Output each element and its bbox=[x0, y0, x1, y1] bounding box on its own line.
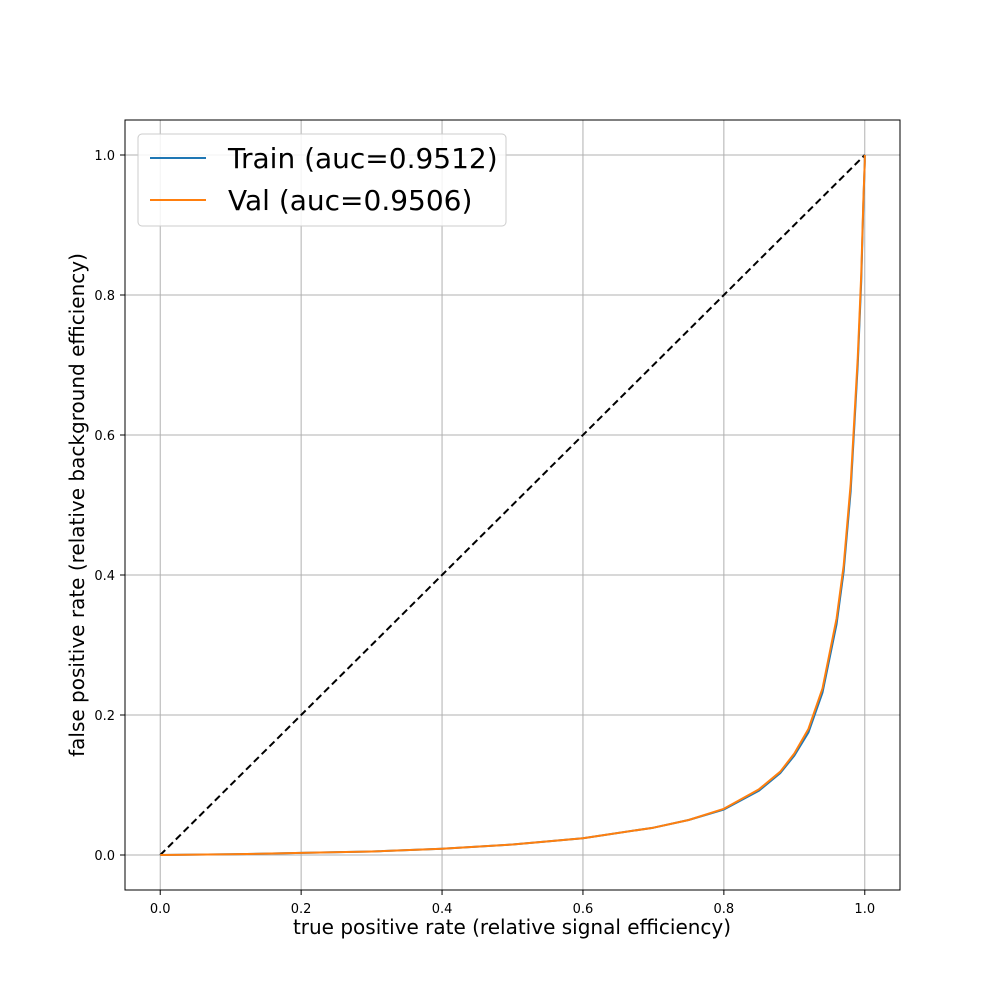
ticks: 0.0 0.2 0.4 0.6 0.8 1.0 0.0 0.2 0.4 0.6 0.8 1.0 bbox=[94, 149, 875, 917]
x-tick-label: 0.8 bbox=[714, 902, 735, 917]
y-axis-label: false positive rate (relative background… bbox=[65, 253, 89, 757]
legend: Train (auc=0.9512) Val (auc=0.9506) bbox=[137, 133, 507, 227]
x-tick-label: 0.4 bbox=[432, 902, 453, 917]
x-tick-label: 0.0 bbox=[150, 902, 171, 917]
y-tick-label: 0.8 bbox=[94, 289, 115, 304]
y-tick-label: 0.0 bbox=[94, 849, 115, 864]
legend-label: Train (auc=0.9512) bbox=[227, 142, 498, 175]
x-tick-label: 1.0 bbox=[854, 902, 875, 917]
y-tick-label: 0.2 bbox=[94, 709, 115, 724]
series-layer bbox=[159, 154, 866, 856]
y-tick-label: 0.4 bbox=[94, 569, 115, 584]
y-tick-label: 1.0 bbox=[94, 149, 115, 164]
plot-frame bbox=[124, 119, 901, 891]
series-line-val bbox=[160, 155, 866, 856]
y-tick-label: 0.6 bbox=[94, 429, 115, 444]
diagonal-reference-line bbox=[159, 154, 866, 856]
x-tick-label: 0.2 bbox=[291, 902, 312, 917]
legend-label: Val (auc=0.9506) bbox=[228, 184, 472, 217]
x-tick-label: 0.6 bbox=[573, 902, 594, 917]
grid bbox=[125, 120, 900, 890]
x-axis-label: true positive rate (relative signal effi… bbox=[293, 915, 731, 939]
legend-box bbox=[137, 133, 507, 227]
